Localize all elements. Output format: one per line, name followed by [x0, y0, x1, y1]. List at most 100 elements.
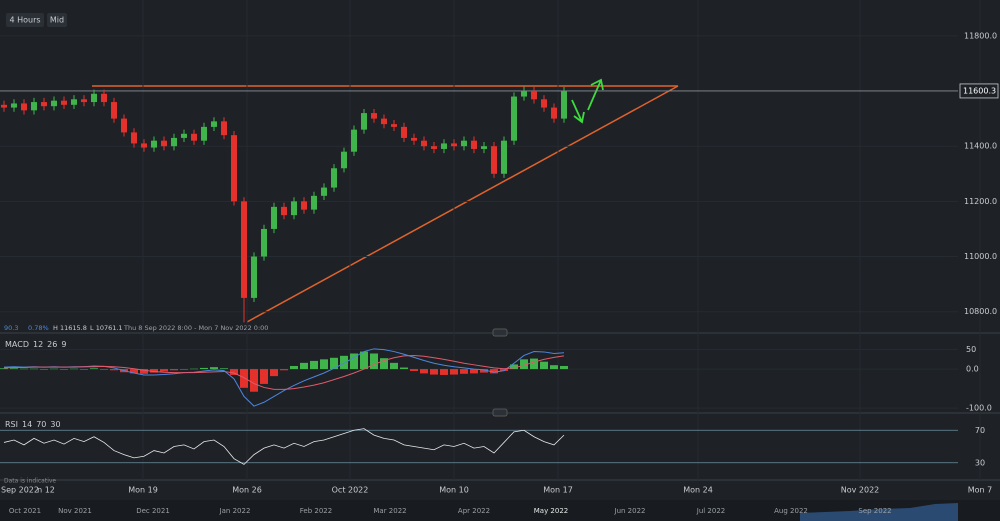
candle-body [61, 100, 67, 105]
macd-histogram-bar [190, 368, 198, 370]
macd-histogram-bar [200, 367, 208, 370]
macd-histogram-bar [410, 369, 418, 372]
macd-histogram-bar [90, 368, 98, 370]
macd-histogram-bar [130, 369, 138, 374]
candle-body [391, 124, 397, 127]
navigator[interactable] [0, 500, 1000, 521]
candle-body [1, 104, 7, 108]
macd-histogram-bar [340, 355, 348, 370]
macd-param: 9 [61, 340, 66, 349]
info-item: L 10761.1 [90, 324, 123, 332]
candle-body [441, 143, 447, 149]
navigator-label: Apr 2022 [458, 507, 490, 515]
macd-histogram-bar [370, 353, 378, 370]
info-item: H 11615.8 [53, 324, 87, 332]
macd-line [3, 348, 565, 407]
resize-handle[interactable] [492, 328, 508, 337]
candle-body [271, 206, 277, 229]
support-trendline [246, 85, 679, 323]
macd-tick-label: 0.0 [966, 365, 979, 374]
candle-body [71, 99, 77, 105]
price-mode[interactable]: Mid [50, 16, 64, 25]
macd-histogram-bar [400, 367, 408, 370]
candle-body [11, 103, 17, 108]
navigator-label: Dec 2021 [136, 507, 170, 515]
y-tick-label: 11800.0 [964, 31, 997, 40]
signal-line [3, 354, 565, 390]
navigator-label: Aug 2022 [774, 507, 808, 515]
macd-histogram-bar [520, 359, 528, 370]
timeframe[interactable]: 4 Hours [9, 16, 40, 25]
x-tick-label: Mon 26 [232, 486, 262, 495]
macd-histogram-bar [360, 351, 368, 370]
macd-histogram-bar [230, 369, 238, 375]
macd-histogram-bar [170, 369, 178, 371]
candle-body [221, 121, 227, 136]
last-price-box [959, 83, 999, 99]
macd-histogram-bar [260, 369, 268, 384]
disclaimer: Data is indicative [4, 478, 56, 485]
macd-histogram-bar [140, 369, 148, 374]
macd-histogram-bar [490, 369, 498, 374]
arrow-up [587, 78, 604, 111]
candle-body [491, 146, 497, 174]
x-tick-label: Mon 10 [439, 486, 469, 495]
y-tick-label: 11200.0 [964, 197, 997, 206]
macd-histogram-bar [20, 368, 28, 370]
candle-body [111, 102, 117, 119]
macd-histogram-bar [390, 362, 398, 370]
candle-body [501, 140, 507, 174]
macd-param: 12 [33, 340, 43, 349]
candle-body [361, 113, 367, 130]
timeframe-button[interactable] [6, 13, 44, 27]
x-tick-label: Mon 7 [968, 486, 993, 495]
macd-tick-label: -100.0 [966, 404, 992, 413]
candle-body [251, 256, 257, 298]
navigator-area [800, 503, 958, 521]
navigator-label: Mar 2022 [373, 507, 406, 515]
candle-body [401, 126, 407, 138]
candle-body [281, 206, 287, 216]
candle-body [451, 143, 457, 147]
arrow-down [571, 99, 585, 124]
resize-handle[interactable] [492, 408, 508, 417]
macd-histogram-bar [530, 358, 538, 370]
candle-body [301, 201, 307, 210]
candle-body [181, 133, 187, 138]
candle-body [261, 228, 267, 257]
candle-body [211, 121, 217, 127]
rsi-param: 70 [36, 420, 46, 429]
rsi-tick-label: 70 [975, 426, 985, 435]
macd-histogram-bar [270, 369, 278, 377]
navigator-label: Nov 2021 [58, 507, 92, 515]
candle-body [81, 99, 87, 103]
candle-body [171, 137, 177, 147]
candle-body [381, 118, 387, 125]
last-price-label: 11600.3 [963, 86, 996, 95]
macd-histogram-bar [250, 369, 258, 392]
macd-histogram-bar [50, 368, 58, 370]
macd-histogram-bar [430, 369, 438, 375]
y-tick-label: 11000.0 [964, 252, 997, 261]
rsi-line [3, 428, 565, 465]
x-tick-label: Mon 17 [543, 486, 573, 495]
candle-body [31, 102, 37, 111]
macd-histogram-bar [510, 364, 518, 370]
macd-name: MACD [5, 340, 29, 349]
macd-histogram-bar [300, 362, 308, 370]
macd-tick-label: 50 [966, 345, 976, 354]
price-mode-button[interactable] [47, 13, 67, 27]
macd-histogram-bar [350, 353, 358, 370]
rsi-tick-label: 30 [975, 458, 985, 467]
macd-histogram-bar [450, 369, 458, 375]
rsi-name: RSI [5, 420, 18, 429]
candle-body [201, 126, 207, 141]
macd-histogram-bar [420, 369, 428, 374]
y-tick-label: 11400.0 [964, 142, 997, 151]
candle-body [151, 140, 157, 148]
macd-histogram-bar [440, 369, 448, 375]
rsi-label: RSI 14 70 30 [5, 420, 61, 429]
x-tick-label: Mon 19 [128, 486, 158, 495]
x-tick-label: Sep 2022 [1, 486, 39, 495]
candle-body [341, 151, 347, 169]
